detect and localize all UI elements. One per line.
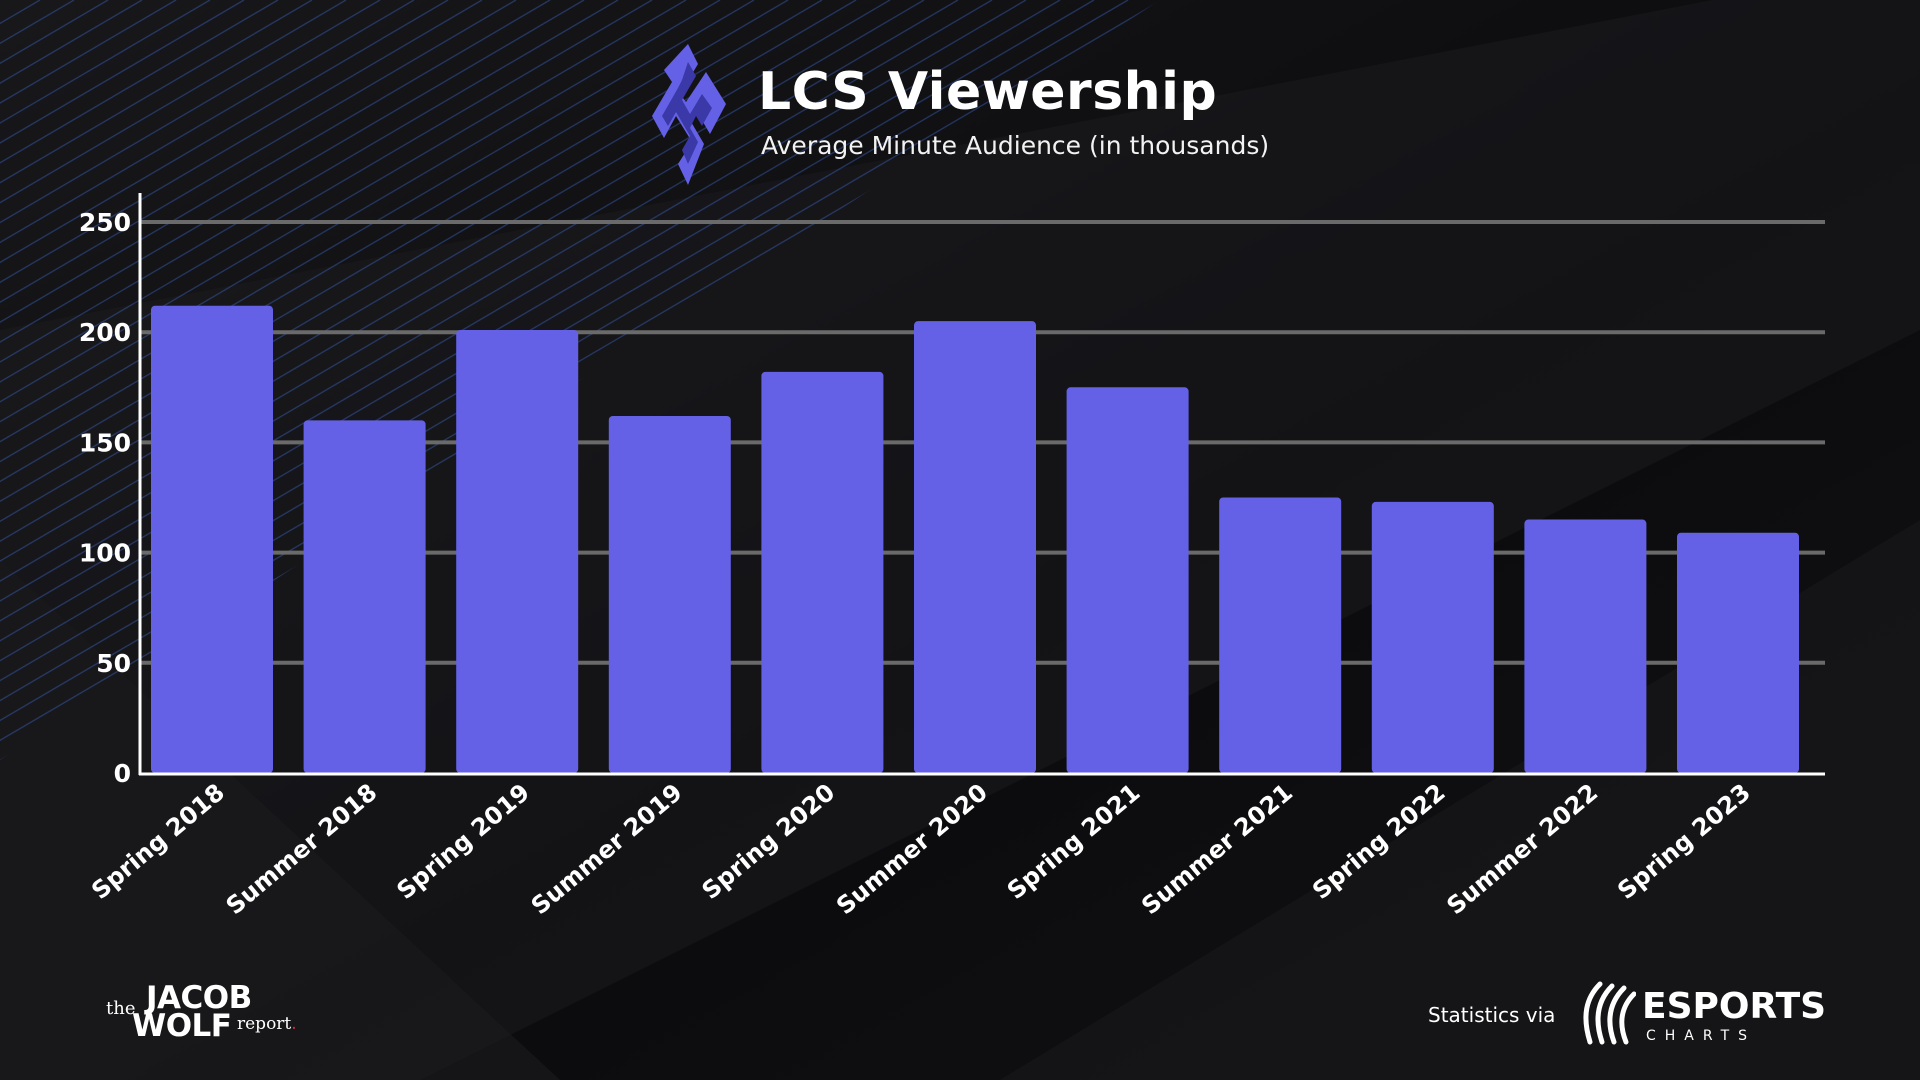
stripe-line	[0, 0, 687, 760]
y-tick-label-0: 0	[114, 759, 131, 788]
y-tick-label-150: 150	[79, 428, 131, 457]
bar-summer-2019	[608, 415, 731, 773]
x-tick-label-summer-2022: Summer 2022	[1442, 778, 1604, 920]
stripe-line	[0, 0, 415, 760]
stripe-line	[0, 0, 551, 760]
x-tick-label-spring-2023: Spring 2023	[1612, 778, 1756, 905]
jacob-wolf-report-logo: the JACOB WOLF report.	[104, 980, 324, 1044]
x-tick-label-spring-2019: Spring 2019	[391, 778, 535, 905]
stripe-line	[0, 0, 1095, 760]
brand-the: the	[106, 998, 136, 1019]
bar-spring-2023	[1677, 532, 1799, 773]
bars	[151, 305, 1799, 773]
brand-jacob: JACOB	[146, 980, 252, 1016]
bar-spring-2018	[151, 305, 273, 773]
bar-spring-2022	[1371, 501, 1494, 773]
stripe-line	[0, 0, 449, 760]
stripe-line	[0, 0, 1061, 760]
y-tick-label-50: 50	[96, 649, 131, 678]
y-tick-label-100: 100	[79, 539, 131, 568]
bar-summer-2020	[914, 321, 1036, 773]
stripe-line	[0, 0, 279, 760]
stripe-line	[0, 0, 347, 760]
stripe-line	[0, 0, 585, 760]
chart-subtitle: Average Minute Audience (in thousands)	[761, 131, 1270, 160]
x-tick-label-spring-2022: Spring 2022	[1307, 778, 1451, 905]
bar-spring-2021	[1066, 387, 1189, 773]
esports-charts-subword: CHARTS	[1646, 1028, 1757, 1044]
stripe-line	[0, 0, 653, 760]
bar-summer-2021	[1219, 497, 1342, 773]
bar-summer-2022	[1524, 519, 1647, 773]
stripe-line	[0, 0, 381, 760]
esports-charts-logo-icon	[1583, 981, 1636, 1045]
stripe-line	[0, 0, 721, 760]
bar-spring-2020	[761, 371, 884, 773]
y-tick-label-200: 200	[79, 318, 131, 347]
stripe-line	[0, 0, 993, 760]
brand-report: report.	[237, 1014, 297, 1034]
x-tick-label-spring-2018: Spring 2018	[86, 778, 230, 905]
esports-charts-wordmark: ESPORTS	[1642, 986, 1827, 1027]
stripe-line	[0, 0, 789, 760]
stripe-line	[0, 0, 483, 760]
x-tick-label-summer-2019: Summer 2019	[526, 778, 688, 920]
brand-wolf: WOLF	[132, 1008, 232, 1044]
y-tick-labels: 0 50 100 150 200 250	[79, 208, 131, 788]
stripe-line	[0, 0, 619, 760]
x-tick-label-spring-2021: Spring 2021	[1002, 778, 1146, 905]
x-tick-label-summer-2021: Summer 2021	[1136, 778, 1298, 920]
stripe-line	[0, 0, 1027, 760]
statistics-via-label: Statistics via	[1428, 1003, 1556, 1027]
bar-spring-2019	[456, 329, 579, 773]
stripe-line	[0, 0, 823, 760]
stripe-line	[0, 0, 517, 760]
lcs-logo-icon	[652, 44, 726, 185]
x-tick-label-spring-2020: Spring 2020	[697, 778, 841, 905]
y-tick-label-250: 250	[79, 208, 131, 237]
x-tick-label-summer-2018: Summer 2018	[221, 778, 383, 920]
x-tick-label-summer-2020: Summer 2020	[831, 778, 993, 920]
stripe-line	[0, 0, 313, 760]
axes	[138, 193, 1825, 776]
chart-title: LCS Viewership	[758, 62, 1218, 122]
stripe-line	[0, 0, 755, 760]
stripe-line	[0, 0, 1129, 760]
bar-summer-2018	[303, 420, 426, 773]
stripe-line	[0, 0, 245, 760]
